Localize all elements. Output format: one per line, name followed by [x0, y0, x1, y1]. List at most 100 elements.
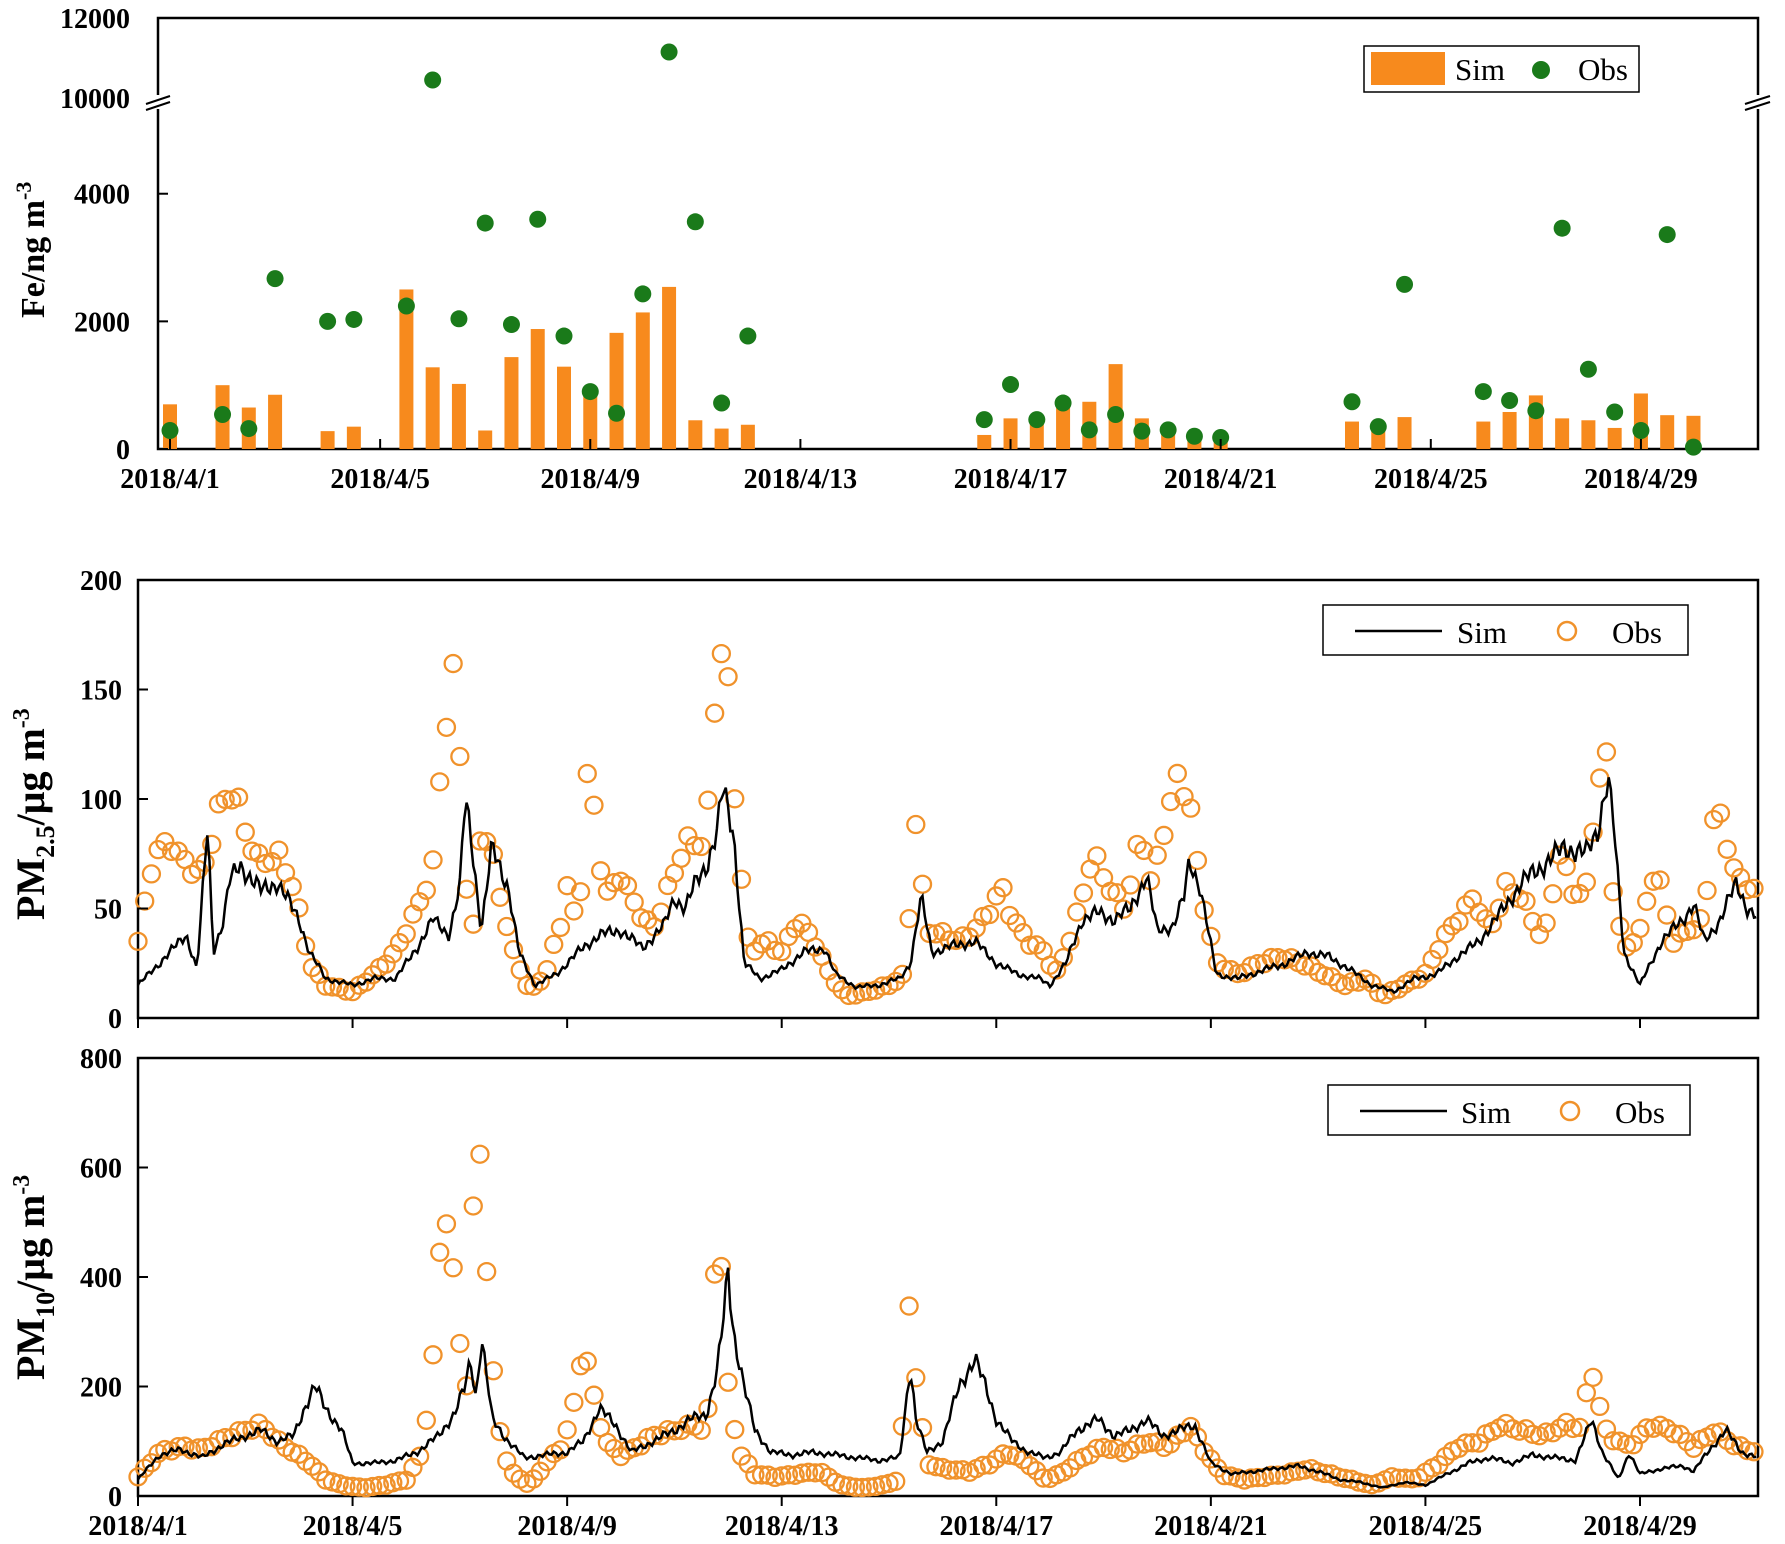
fe-obs-point	[975, 411, 993, 429]
pm10-obs-point	[832, 1475, 852, 1495]
pm25-obs-point	[1429, 940, 1449, 960]
pm25-legend-sim-label: Sim	[1457, 615, 1507, 650]
pm10-y-tick-label: 0	[108, 1482, 122, 1513]
pm10-obs-point	[1395, 1468, 1415, 1488]
pm25-obs-point	[825, 973, 846, 993]
pm25-obs-point	[1596, 742, 1617, 762]
pm10-obs-point	[1013, 1450, 1033, 1470]
fe-y-tick-label: 0	[116, 435, 130, 466]
pm10-obs-point	[249, 1413, 269, 1433]
pm10-x-tick-label: 2018/4/25	[1369, 1511, 1483, 1542]
pm25-obs-point	[1234, 962, 1255, 983]
fe-obs-point	[1002, 376, 1020, 394]
pm10-x-tick-label: 2018/4/5	[303, 1511, 403, 1542]
fe-sim-bars	[163, 286, 1701, 449]
fe-obs-point	[713, 394, 731, 412]
pm10-x-tick-label: 2018/4/9	[517, 1511, 617, 1542]
pm25-obs-point	[1710, 803, 1731, 823]
pm25-y-tick-label: 100	[80, 785, 122, 816]
fe-sim-bar	[662, 286, 677, 449]
pm25-obs-point	[128, 931, 148, 951]
pm10-obs-point	[839, 1476, 859, 1496]
pm25-obs-point	[570, 882, 591, 902]
fe-obs-point	[502, 316, 520, 334]
pm25-obs-point	[409, 892, 430, 912]
pm10-obs-point	[483, 1361, 504, 1381]
pm10-obs-point	[168, 1436, 188, 1457]
pm10-obs-point	[1214, 1465, 1234, 1486]
pm25-obs-point	[1174, 786, 1194, 807]
fe-x-tick-label: 2018/4/5	[330, 464, 430, 495]
pm10-obs-point	[1033, 1468, 1053, 1488]
pm10-obs-point	[1603, 1431, 1623, 1451]
fe-obs-points	[161, 43, 1702, 456]
fe-sim-bar	[714, 428, 729, 449]
pm10-y-tick-label: 600	[80, 1154, 122, 1185]
fe-obs-point	[1185, 427, 1203, 445]
pm25-obs-point	[141, 864, 162, 884]
pm10-obs-point	[1724, 1436, 1744, 1456]
pm10-obs-point	[1536, 1422, 1556, 1442]
fe-x-tick-label: 2018/4/25	[1374, 464, 1488, 495]
pm25-obs-point	[1630, 918, 1650, 939]
pm25-obs-point	[322, 977, 343, 997]
fe-obs-point	[1474, 383, 1492, 401]
pm25-obs-point	[1120, 875, 1141, 895]
pm25-obs-point	[678, 826, 698, 846]
pm10-obs-point	[772, 1466, 792, 1486]
pm25-obs-point	[604, 873, 624, 893]
pm10-obs-point	[436, 1214, 457, 1234]
pm25-obs-point	[1321, 967, 1342, 987]
pm10-legend-obs-marker	[1559, 1100, 1581, 1122]
pm25-obs-point	[456, 879, 477, 899]
pm10-obs-point	[430, 1242, 450, 1262]
pm10-obs-point	[1455, 1433, 1476, 1453]
fe-y-ticks: 0 2000 4000 10000 12000	[60, 4, 168, 466]
pm25-legend: Sim Obs	[1322, 604, 1689, 656]
fe-x-tick-label: 2018/4/21	[1164, 464, 1278, 495]
pm10-obs-point	[852, 1477, 872, 1498]
pm25-obs-point	[282, 876, 302, 897]
fe-obs-point	[345, 310, 363, 328]
pm25-obs-point	[1516, 891, 1536, 911]
pm25-obs-point	[1663, 933, 1684, 953]
pm10-obs-point	[363, 1476, 383, 1497]
pm10-obs-point	[745, 1465, 765, 1485]
pm10-x-tick-label: 2018/4/17	[939, 1511, 1053, 1542]
fe-legend: Sim Obs	[1363, 45, 1640, 93]
fe-legend-sim-swatch	[1371, 52, 1445, 85]
pm25-obs-point	[155, 831, 175, 852]
pm25-obs-point	[503, 940, 524, 960]
pm25-obs-point	[430, 772, 450, 792]
pm25-obs-point	[1134, 840, 1154, 861]
pm10-obs-point	[1744, 1442, 1764, 1462]
fe-sim-bar	[688, 420, 703, 449]
pm10-obs-point	[463, 1196, 483, 1216]
fe-obs-point	[424, 71, 442, 89]
pm25-obs-point	[1167, 763, 1187, 784]
fe-obs-point	[1684, 438, 1702, 456]
pm10-obs-point	[1523, 1424, 1543, 1445]
fe-obs-point	[319, 312, 337, 330]
pm25-obs-point	[899, 909, 919, 929]
pm10-obs-point	[369, 1475, 390, 1496]
pm10-obs-point	[302, 1456, 322, 1476]
fe-obs-point	[1054, 394, 1072, 412]
fe-obs-point	[1632, 421, 1650, 439]
pm10-obs-point	[416, 1410, 436, 1430]
pm10-legend: Sim Obs	[1327, 1084, 1691, 1136]
pm25-obs-point	[1563, 884, 1583, 905]
fe-obs-point	[739, 327, 757, 345]
pm10-obs-point	[691, 1420, 711, 1441]
fe-sim-bar	[1502, 411, 1517, 449]
pm10-obs-point	[1590, 1396, 1610, 1417]
fe-sim-bar	[1056, 407, 1071, 449]
pm10-obs-point	[1355, 1473, 1375, 1494]
fe-legend-obs-marker	[1532, 61, 1550, 79]
fe-obs-point	[1501, 391, 1519, 409]
pm10-obs-point	[584, 1385, 604, 1405]
pm25-obs-point	[852, 982, 872, 1002]
pm10-obs-point	[651, 1426, 671, 1446]
pm25-obs-point	[718, 667, 738, 687]
pm25-obs-point	[892, 964, 913, 985]
